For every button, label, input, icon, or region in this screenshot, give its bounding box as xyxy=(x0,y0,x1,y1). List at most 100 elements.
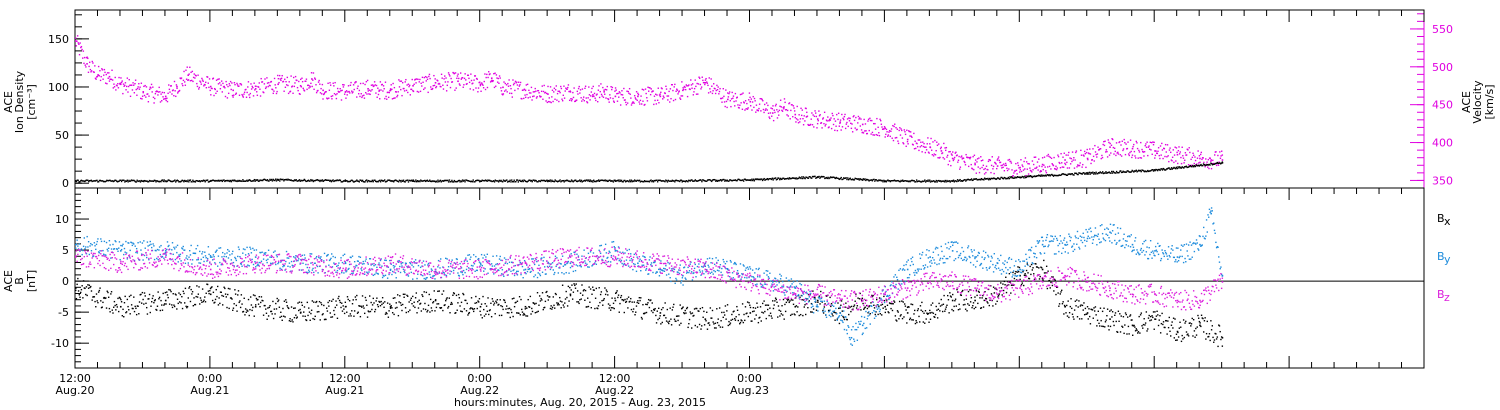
data-point xyxy=(595,180,597,183)
data-point xyxy=(385,311,387,314)
data-point xyxy=(510,181,512,183)
data-point xyxy=(633,95,636,97)
data-point xyxy=(717,86,719,88)
data-point xyxy=(679,98,682,100)
data-point xyxy=(215,288,217,291)
data-point xyxy=(874,180,876,182)
data-point xyxy=(870,133,872,135)
data-point xyxy=(626,180,629,182)
data-point xyxy=(602,179,604,182)
data-point xyxy=(87,287,90,289)
data-point xyxy=(614,297,616,299)
data-point xyxy=(499,180,501,182)
data-point xyxy=(637,302,640,304)
data-point xyxy=(348,90,350,93)
data-point xyxy=(301,77,303,79)
data-point xyxy=(330,95,332,98)
data-point xyxy=(1070,298,1072,300)
data-point xyxy=(242,311,244,313)
data-point xyxy=(324,179,327,181)
data-point xyxy=(1198,165,1201,167)
data-point xyxy=(525,315,527,317)
data-point xyxy=(942,303,945,306)
data-point xyxy=(326,310,329,312)
data-point xyxy=(1133,171,1135,173)
data-point xyxy=(787,299,789,302)
data-point xyxy=(1125,143,1127,145)
data-point xyxy=(888,180,891,182)
data-point xyxy=(798,314,800,317)
data-point xyxy=(483,308,485,311)
data-point xyxy=(114,304,116,307)
data-point xyxy=(463,179,465,182)
data-point xyxy=(723,314,726,316)
data-point xyxy=(611,88,613,91)
data-point xyxy=(144,180,147,182)
data-point xyxy=(580,97,582,99)
data-point xyxy=(78,294,80,296)
data-point xyxy=(775,103,777,106)
data-point xyxy=(1102,172,1105,175)
data-point xyxy=(614,90,616,92)
data-point xyxy=(716,322,719,324)
data-point xyxy=(1108,171,1110,173)
data-point xyxy=(762,100,764,102)
data-point xyxy=(1002,178,1005,180)
data-point xyxy=(764,109,767,111)
data-point xyxy=(639,103,641,105)
data-point xyxy=(1218,324,1220,326)
series-anchor-point xyxy=(951,180,954,182)
data-point xyxy=(1058,305,1060,307)
data-point xyxy=(601,299,603,302)
data-point xyxy=(1085,151,1088,154)
data-point xyxy=(458,179,460,182)
data-point xyxy=(369,295,371,297)
data-point xyxy=(136,94,138,96)
data-point xyxy=(1066,315,1069,317)
data-point xyxy=(753,180,756,182)
data-point xyxy=(527,298,529,301)
data-point xyxy=(694,324,696,327)
data-point xyxy=(426,78,429,81)
data-point xyxy=(316,311,319,313)
data-point xyxy=(128,78,130,81)
data-point xyxy=(484,179,487,181)
data-point xyxy=(238,180,240,182)
data-point xyxy=(848,306,851,308)
data-point xyxy=(469,180,471,182)
data-point xyxy=(564,302,566,304)
data-point xyxy=(248,179,251,181)
data-point xyxy=(630,179,633,181)
data-point xyxy=(1120,144,1122,146)
data-point xyxy=(972,305,974,307)
data-point xyxy=(481,82,483,84)
data-point xyxy=(129,180,131,183)
data-point xyxy=(164,291,167,294)
data-point xyxy=(173,80,176,83)
data-point xyxy=(317,179,320,182)
data-point xyxy=(437,290,439,293)
data-point xyxy=(148,293,151,296)
data-point xyxy=(366,93,368,95)
data-point xyxy=(1147,170,1150,173)
data-point xyxy=(466,302,468,305)
data-point xyxy=(221,294,223,297)
data-point xyxy=(1191,156,1194,159)
data-point xyxy=(1107,171,1110,174)
data-point xyxy=(1017,271,1020,273)
data-point xyxy=(265,179,268,182)
data-point xyxy=(176,308,178,310)
data-point xyxy=(224,179,227,182)
series-velocity xyxy=(75,35,1224,177)
data-point xyxy=(719,326,722,328)
data-point xyxy=(597,305,600,307)
data-point xyxy=(909,180,911,183)
data-point xyxy=(1173,166,1175,169)
data-point xyxy=(645,92,647,95)
data-point xyxy=(275,92,278,95)
data-point xyxy=(509,92,511,94)
data-point xyxy=(1013,277,1016,280)
data-point xyxy=(784,178,787,180)
data-point xyxy=(1080,154,1083,156)
data-point xyxy=(146,180,148,182)
